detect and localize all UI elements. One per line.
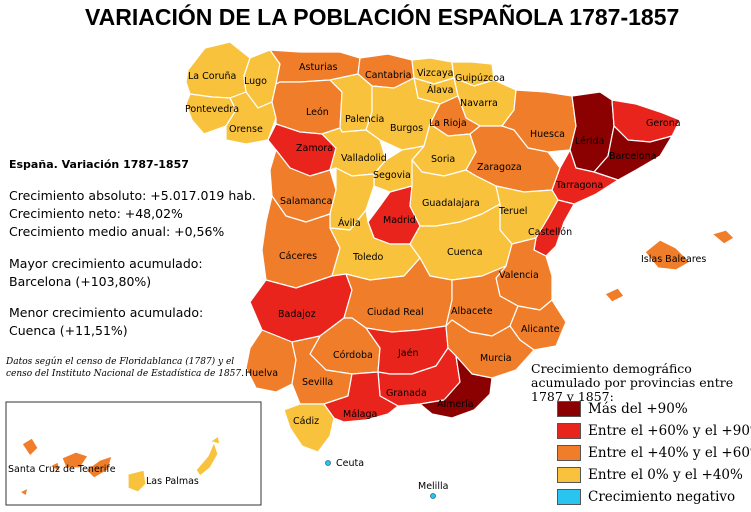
province-label-murcia: Murcia bbox=[480, 353, 512, 364]
province-label-huesca: Huesca bbox=[530, 129, 565, 140]
province-label-la-rioja: La Rioja bbox=[429, 118, 467, 129]
canary-islands-inset bbox=[5, 401, 262, 506]
province-label-leon: León bbox=[306, 107, 329, 118]
legend-swatch bbox=[557, 445, 581, 461]
province-label-las-palmas: Las Palmas bbox=[146, 476, 199, 487]
source-note: Datos según el censo de Floridablanca (1… bbox=[6, 357, 244, 379]
province-label-zamora: Zamora bbox=[296, 143, 333, 154]
province-label-guipuzcoa: Guipúzcoa bbox=[455, 73, 505, 84]
legend-swatch bbox=[557, 467, 581, 483]
stats-heading: España. Variación 1787-1857 bbox=[9, 158, 189, 171]
legend-item: Más del +90% bbox=[557, 401, 688, 417]
province-label-salamanca: Salamanca bbox=[280, 196, 332, 207]
province-santa-cruz-de-tenerife bbox=[19, 437, 113, 497]
province-label-valladolid: Valladolid bbox=[341, 153, 387, 164]
legend-title: Crecimiento demográfico acumulado por pr… bbox=[531, 361, 734, 404]
legend-label: Entre el +40% y el +60% bbox=[588, 445, 751, 461]
province-label-almeria: Almería bbox=[437, 399, 474, 410]
province-label-lugo: Lugo bbox=[244, 76, 267, 87]
province-label-albacete: Albacete bbox=[451, 306, 493, 317]
province-label-badajoz: Badajoz bbox=[278, 309, 316, 320]
province-label-jaen: Jaén bbox=[397, 348, 419, 359]
province-label-ciudad-real: Ciudad Real bbox=[367, 307, 424, 318]
legend-item: Entre el +60% y el +90% bbox=[557, 423, 751, 439]
province-cadiz bbox=[283, 403, 335, 453]
province-label-madrid: Madrid bbox=[383, 215, 416, 226]
legend-swatch bbox=[557, 489, 581, 505]
province-islas-baleares bbox=[604, 229, 735, 303]
legend-item: Entre el +40% y el +60% bbox=[557, 445, 751, 461]
stat-net-growth: Crecimiento neto: +48,02% bbox=[9, 206, 183, 221]
stat-min-label: Menor crecimiento acumulado: bbox=[9, 305, 204, 320]
province-malaga bbox=[323, 371, 399, 423]
stat-min-value: Cuenca (+11,51%) bbox=[9, 323, 128, 338]
province-label-avila: Ávila bbox=[338, 217, 361, 229]
province-label-sevilla: Sevilla bbox=[302, 377, 333, 388]
legend-item: Crecimiento negativo bbox=[557, 489, 735, 505]
province-label-vizcaya: Vizcaya bbox=[417, 68, 453, 79]
province-las-palmas bbox=[127, 435, 221, 493]
province-label-cadiz: Cádiz bbox=[293, 416, 319, 427]
legend-swatch bbox=[557, 401, 581, 417]
province-label-gerona: Gerona bbox=[646, 118, 681, 129]
stat-absolute-growth: Crecimiento absoluto: +5.017.019 hab. bbox=[9, 188, 256, 203]
province-label-lerida: Lérida bbox=[575, 136, 604, 147]
province-label-cuenca: Cuenca bbox=[447, 247, 483, 258]
legend-label: Entre el +60% y el +90% bbox=[588, 423, 751, 439]
province-label-islas-baleares: Islas Baleares bbox=[641, 254, 706, 265]
province-label-caceres: Cáceres bbox=[279, 251, 317, 262]
province-almeria bbox=[419, 355, 493, 419]
legend-item: Entre el 0% y el +40% bbox=[557, 467, 743, 483]
legend-swatch bbox=[557, 423, 581, 439]
map-title: VARIACIÓN DE LA POBLACIÓN ESPAÑOLA 1787-… bbox=[85, 4, 680, 30]
province-label-santa-cruz-de-tenerife: Santa Cruz de Tenerife bbox=[8, 464, 116, 475]
stat-max-label: Mayor crecimiento acumulado: bbox=[9, 256, 203, 271]
province-label-cantabria: Cantabria bbox=[365, 70, 411, 81]
province-label-cordoba: Córdoba bbox=[333, 350, 373, 361]
province-label-huelva: Huelva bbox=[245, 368, 278, 379]
province-label-orense: Orense bbox=[229, 124, 263, 135]
province-label-segovia: Segovia bbox=[373, 170, 411, 181]
province-label-tarragona: Tarragona bbox=[555, 180, 603, 191]
stat-max-value: Barcelona (+103,80%) bbox=[9, 274, 152, 289]
province-label-barcelona: Barcelona bbox=[609, 151, 656, 162]
province-label-navarra: Navarra bbox=[460, 98, 498, 109]
province-label-valencia: Valencia bbox=[499, 270, 539, 281]
province-label-granada: Granada bbox=[386, 388, 427, 399]
city-label-ceuta: Ceuta bbox=[336, 458, 364, 469]
province-label-castellon: Castellón bbox=[528, 227, 572, 238]
province-label-zaragoza: Zaragoza bbox=[477, 162, 522, 173]
province-label-toledo: Toledo bbox=[352, 252, 384, 263]
city-marker-melilla bbox=[430, 493, 436, 499]
legend-label: Más del +90% bbox=[588, 401, 688, 417]
province-label-asturias: Asturias bbox=[299, 62, 338, 73]
city-marker-ceuta bbox=[325, 460, 331, 466]
province-label-la-coruna: La Coruña bbox=[188, 71, 236, 82]
city-label-melilla: Melilla bbox=[418, 481, 448, 492]
province-label-burgos: Burgos bbox=[390, 123, 423, 134]
stat-annual-growth: Crecimiento medio anual: +0,56% bbox=[9, 224, 225, 239]
legend-label: Entre el 0% y el +40% bbox=[588, 467, 743, 483]
legend-label: Crecimiento negativo bbox=[588, 489, 736, 505]
province-label-guadalajara: Guadalajara bbox=[422, 198, 480, 209]
province-label-palencia: Palencia bbox=[345, 114, 384, 125]
province-la-coruna bbox=[185, 41, 251, 99]
province-label-malaga: Málaga bbox=[343, 409, 377, 420]
province-label-pontevedra: Pontevedra bbox=[185, 104, 239, 115]
province-label-alava: Álava bbox=[427, 84, 453, 96]
province-label-teruel: Teruel bbox=[498, 206, 527, 217]
province-label-alicante: Alicante bbox=[521, 324, 560, 335]
province-label-soria: Soria bbox=[431, 154, 455, 165]
province-barcelona bbox=[593, 125, 673, 181]
